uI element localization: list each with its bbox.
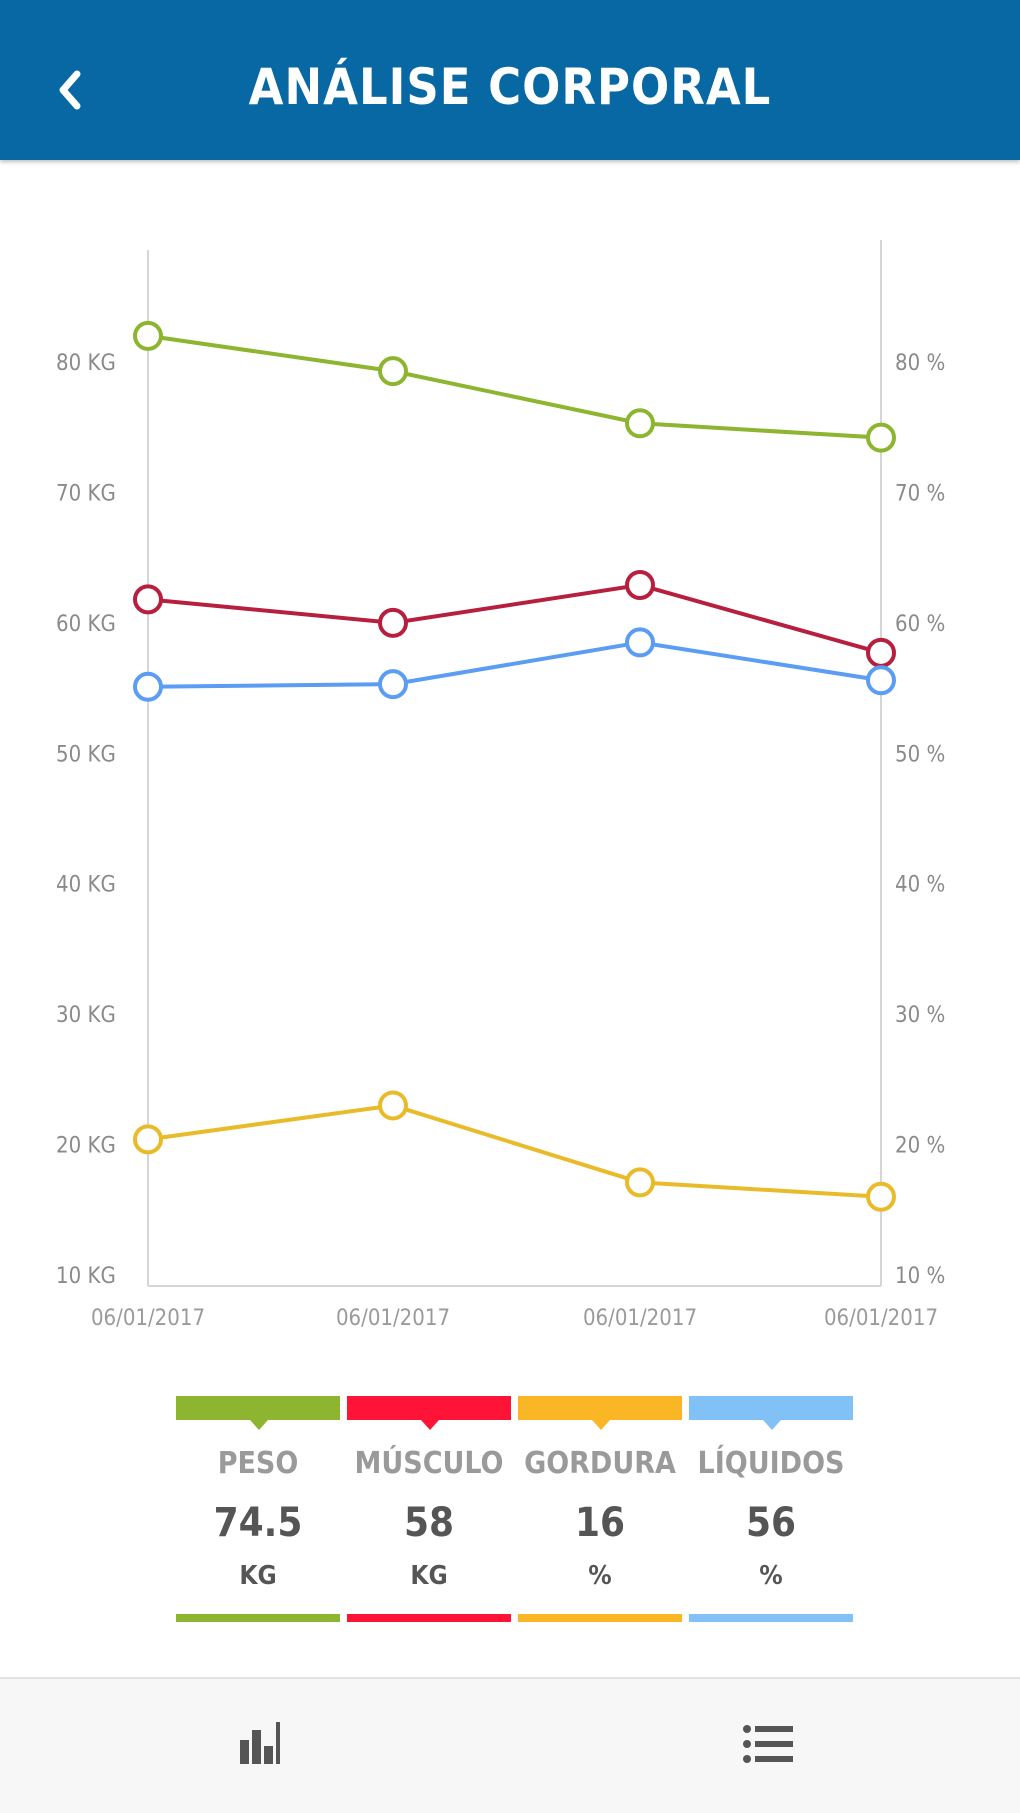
legend-notch xyxy=(421,1420,439,1430)
series-line-gordura xyxy=(147,1103,882,1199)
legend-item-peso[interactable]: PESO 74.5 KG xyxy=(176,1396,340,1626)
legend-label: MÚSCULO xyxy=(354,1446,504,1481)
data-point xyxy=(378,1090,408,1121)
legend-color-bar xyxy=(347,1396,511,1420)
y-right-tick-label: 70 % xyxy=(895,481,945,506)
y-left-tick-label: 20 KG xyxy=(56,1134,116,1159)
y-left-tick-label: 70 KG xyxy=(56,481,116,506)
legend-underline xyxy=(689,1614,853,1622)
data-point xyxy=(866,665,896,696)
data-point xyxy=(133,1124,163,1155)
legend-unit: % xyxy=(588,1561,612,1591)
data-point xyxy=(866,637,896,668)
y-left-tick-label: 10 KG xyxy=(56,1264,116,1289)
y-left-tick-label: 40 KG xyxy=(56,873,116,898)
legend-unit: KG xyxy=(239,1561,277,1591)
page-title: ANÁLISE CORPORAL xyxy=(248,58,772,116)
data-point xyxy=(133,320,163,351)
legend-value: 58 xyxy=(403,1500,455,1546)
legend-underline xyxy=(176,1614,340,1622)
data-point xyxy=(625,1167,655,1198)
legend-underline xyxy=(347,1614,511,1622)
y-left-tick-label: 80 KG xyxy=(56,351,116,376)
y-right-tick-label: 20 % xyxy=(895,1134,945,1159)
data-point xyxy=(866,1181,896,1212)
legend-item-musculo[interactable]: MÚSCULO 58 KG xyxy=(347,1396,511,1626)
data-point xyxy=(625,408,655,439)
data-point xyxy=(625,570,655,601)
legend-notch xyxy=(763,1420,781,1430)
data-point xyxy=(378,607,408,638)
y-left-tick-label: 60 KG xyxy=(56,612,116,637)
bottom-tab-bar xyxy=(0,1677,1020,1813)
legend-notch xyxy=(592,1420,610,1430)
legend-color-bar xyxy=(518,1396,682,1420)
series-line-músculo xyxy=(147,582,882,655)
legend-underline xyxy=(518,1614,682,1622)
data-point xyxy=(866,422,896,453)
back-button[interactable] xyxy=(40,50,100,130)
legend-value: 56 xyxy=(745,1500,797,1546)
y-left-tick-label: 30 KG xyxy=(56,1003,116,1028)
legend-color-bar xyxy=(689,1396,853,1420)
y-right-tick-label: 60 % xyxy=(895,612,945,637)
legend-label: GORDURA xyxy=(524,1446,676,1481)
y-right-tick-label: 10 % xyxy=(895,1264,945,1289)
legend-value: 74.5 xyxy=(213,1500,303,1546)
y-right-tick-label: 50 % xyxy=(895,742,945,767)
bar-chart-icon xyxy=(240,1722,280,1764)
body-analysis-chart: 10 KG 20 KG 30 KG 40 KG 50 KG 60 KG 70 KG 80 KG… xyxy=(56,240,945,1331)
legend-unit: KG xyxy=(410,1561,448,1591)
legend: PESO 74.5 KG MÚSCULO 58 KG GORDURA 16 % … xyxy=(176,1396,853,1626)
legend-value: 16 xyxy=(574,1500,626,1546)
legend-unit: % xyxy=(759,1561,783,1591)
list-icon xyxy=(743,1725,793,1763)
y-right-tick-label: 30 % xyxy=(895,1003,945,1028)
data-point xyxy=(378,669,408,700)
data-point xyxy=(133,671,163,702)
series-line-peso xyxy=(147,333,882,440)
data-point xyxy=(378,356,408,387)
legend-label: PESO xyxy=(217,1446,299,1481)
legend-item-gordura[interactable]: GORDURA 16 % xyxy=(518,1396,682,1626)
y-right-tick-label: 80 % xyxy=(895,351,945,376)
list-tab-button[interactable] xyxy=(733,1714,803,1774)
legend-label: LÍQUIDOS xyxy=(697,1446,845,1481)
y-left-tick-label: 50 KG xyxy=(56,742,116,767)
series-line-líquidos xyxy=(147,640,882,689)
y-right-tick-label: 40 % xyxy=(895,873,945,898)
chart-tab-button[interactable] xyxy=(225,1714,295,1774)
x-tick-label: 06/01/2017 xyxy=(91,1306,205,1331)
legend-notch xyxy=(250,1420,268,1430)
app-header: ANÁLISE CORPORAL xyxy=(0,0,1020,160)
chevron-left-icon xyxy=(59,70,81,110)
x-tick-label: 06/01/2017 xyxy=(583,1306,697,1331)
legend-color-bar xyxy=(176,1396,340,1420)
data-point xyxy=(625,627,655,658)
legend-item-liquidos[interactable]: LÍQUIDOS 56 % xyxy=(689,1396,853,1626)
data-point xyxy=(133,584,163,615)
x-tick-label: 06/01/2017 xyxy=(336,1306,450,1331)
x-tick-label: 06/01/2017 xyxy=(824,1306,938,1331)
